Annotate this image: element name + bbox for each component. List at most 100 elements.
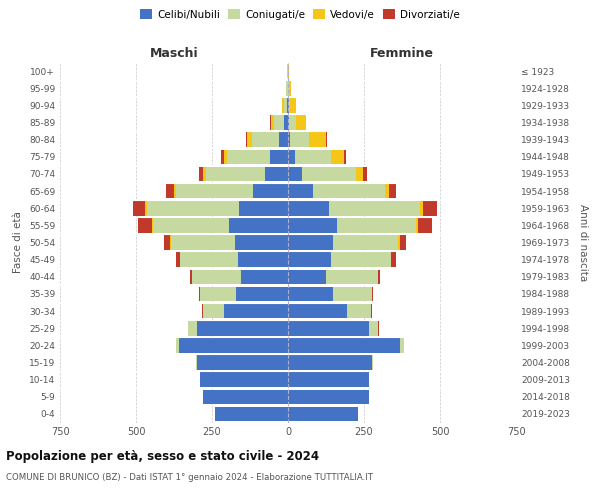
Bar (251, 132, 279, 147)
Bar (176, 338, 179, 352)
Bar (200, 286, 236, 301)
Bar (270, 150, 288, 164)
Bar (418, 218, 432, 232)
Bar (288, 115, 289, 130)
Bar (175, 184, 176, 198)
Bar (288, 252, 331, 267)
Bar (206, 166, 265, 181)
Bar (420, 201, 422, 216)
Bar (288, 372, 368, 387)
Bar (146, 201, 239, 216)
Bar (337, 218, 416, 232)
Bar (288, 218, 337, 232)
Bar (287, 98, 288, 112)
Bar (164, 235, 170, 250)
Bar (239, 201, 288, 216)
Bar (289, 115, 296, 130)
Bar (176, 184, 253, 198)
Bar (289, 81, 291, 96)
Bar (378, 270, 380, 284)
Bar (309, 132, 326, 147)
Bar (344, 150, 346, 164)
Bar (274, 115, 284, 130)
Bar (288, 184, 313, 198)
Bar (356, 166, 363, 181)
Bar (229, 218, 288, 232)
Bar (152, 218, 153, 232)
Bar (288, 355, 371, 370)
Bar (333, 286, 372, 301)
Bar (197, 355, 288, 370)
Text: Popolazione per età, sesso e stato civile - 2024: Popolazione per età, sesso e stato civil… (6, 450, 319, 463)
Y-axis label: Fasce di età: Fasce di età (13, 212, 23, 274)
Legend: Celibi/Nubili, Coniugati/e, Vedovi/e, Divorziati/e: Celibi/Nubili, Coniugati/e, Vedovi/e, Di… (136, 5, 464, 24)
Bar (171, 235, 235, 250)
Bar (247, 132, 251, 147)
Bar (368, 321, 378, 336)
Bar (400, 338, 404, 352)
Bar (246, 132, 247, 147)
Bar (290, 98, 296, 112)
Bar (400, 235, 406, 250)
Bar (139, 218, 152, 232)
Bar (236, 286, 288, 301)
Bar (329, 201, 420, 216)
Bar (133, 201, 145, 216)
Bar (288, 132, 290, 147)
Bar (326, 270, 377, 284)
Bar (288, 286, 333, 301)
Bar (288, 150, 295, 164)
Bar (391, 252, 395, 267)
Bar (271, 115, 274, 130)
Bar (190, 270, 192, 284)
Text: Femmine: Femmine (370, 47, 434, 60)
Bar (145, 201, 146, 216)
Bar (347, 304, 371, 318)
Bar (166, 184, 175, 198)
Bar (398, 235, 400, 250)
Bar (288, 390, 368, 404)
Bar (372, 286, 373, 301)
Bar (295, 150, 331, 164)
Bar (363, 166, 367, 181)
Bar (196, 355, 197, 370)
Bar (215, 406, 288, 421)
Bar (199, 286, 200, 301)
Bar (302, 166, 356, 181)
Bar (296, 115, 305, 130)
Bar (282, 98, 284, 112)
Bar (288, 321, 368, 336)
Bar (179, 338, 288, 352)
Bar (290, 132, 309, 147)
Bar (416, 218, 418, 232)
Bar (288, 166, 302, 181)
Bar (284, 115, 288, 130)
Bar (200, 372, 288, 387)
Y-axis label: Anni di nascita: Anni di nascita (578, 204, 589, 281)
Bar (176, 252, 180, 267)
Bar (238, 252, 288, 267)
Bar (286, 81, 287, 96)
Bar (371, 304, 372, 318)
Bar (288, 304, 347, 318)
Bar (279, 132, 288, 147)
Bar (422, 201, 437, 216)
Bar (331, 252, 391, 267)
Bar (288, 270, 326, 284)
Bar (224, 150, 227, 164)
Bar (170, 235, 171, 250)
Text: Maschi: Maschi (149, 47, 199, 60)
Bar (289, 98, 290, 112)
Bar (288, 201, 329, 216)
Bar (313, 184, 385, 198)
Bar (199, 166, 203, 181)
Bar (288, 406, 358, 421)
Bar (192, 270, 241, 284)
Bar (202, 304, 203, 318)
Bar (265, 166, 288, 181)
Bar (203, 304, 224, 318)
Bar (371, 355, 373, 370)
Bar (197, 321, 288, 336)
Bar (203, 166, 206, 181)
Bar (385, 184, 389, 198)
